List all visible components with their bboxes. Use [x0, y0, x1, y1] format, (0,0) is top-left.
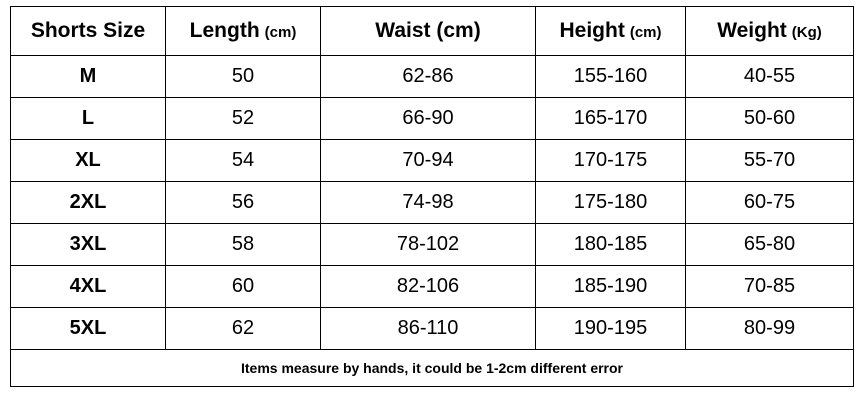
waist-cell: 74-98 [320, 181, 536, 224]
header-label: Shorts Size [30, 19, 146, 42]
length-cell: 52 [165, 97, 321, 140]
waist-cell: 78-102 [320, 223, 536, 266]
size-label-cell: 4XL [10, 265, 166, 308]
weight-cell: 65-80 [685, 223, 854, 266]
size-chart-table: Shorts Size Length (cm) Waist (cm) Height… [10, 6, 854, 387]
height-cell: 185-190 [535, 265, 686, 308]
table-row: 2XL 56 74-98 175-180 60-75 [10, 181, 854, 224]
length-cell: 62 [165, 307, 321, 350]
size-label-cell: 2XL [10, 181, 166, 224]
height-cell: 175-180 [535, 181, 686, 224]
weight-cell: 70-85 [685, 265, 854, 308]
header-height: Height (cm) [535, 6, 686, 56]
header-waist: Waist (cm) [320, 6, 536, 56]
size-label-cell: 3XL [10, 223, 166, 266]
measurement-disclaimer: Items measure by hands, it could be 1-2c… [10, 349, 854, 387]
header-weight: Weight (Kg) [685, 6, 854, 56]
waist-cell: 70-94 [320, 139, 536, 182]
waist-cell: 82-106 [320, 265, 536, 308]
length-cell: 58 [165, 223, 321, 266]
header-label: Waist (cm) [375, 19, 481, 42]
length-cell: 56 [165, 181, 321, 224]
length-cell: 60 [165, 265, 321, 308]
table-row: 3XL 58 78-102 180-185 65-80 [10, 223, 854, 266]
height-cell: 170-175 [535, 139, 686, 182]
header-unit: (cm) [629, 24, 662, 41]
waist-cell: 66-90 [320, 97, 536, 140]
table-row: XL 54 70-94 170-175 55-70 [10, 139, 854, 182]
table-row: 5XL 62 86-110 190-195 80-99 [10, 307, 854, 350]
size-label-cell: 5XL [10, 307, 166, 350]
table-row: L 52 66-90 165-170 50-60 [10, 97, 854, 140]
weight-cell: 40-55 [685, 55, 854, 98]
header-length: Length (cm) [165, 6, 321, 56]
header-label: Height [559, 19, 625, 42]
weight-cell: 50-60 [685, 97, 854, 140]
waist-cell: 62-86 [320, 55, 536, 98]
height-cell: 190-195 [535, 307, 686, 350]
table-row: M 50 62-86 155-160 40-55 [10, 55, 854, 98]
header-unit: (Kg) [791, 24, 822, 41]
size-label-cell: M [10, 55, 166, 98]
weight-cell: 60-75 [685, 181, 854, 224]
header-label: Length [189, 19, 260, 42]
weight-cell: 80-99 [685, 307, 854, 350]
header-row: Shorts Size Length (cm) Waist (cm) Height… [10, 6, 854, 56]
table-row: 4XL 60 82-106 185-190 70-85 [10, 265, 854, 308]
header-unit: (cm) [264, 24, 297, 41]
size-label-cell: L [10, 97, 166, 140]
header-label: Weight [717, 19, 787, 42]
footer-row: Items measure by hands, it could be 1-2c… [10, 349, 854, 387]
height-cell: 165-170 [535, 97, 686, 140]
length-cell: 50 [165, 55, 321, 98]
size-label-cell: XL [10, 139, 166, 182]
header-shorts-size: Shorts Size [10, 6, 166, 56]
height-cell: 180-185 [535, 223, 686, 266]
weight-cell: 55-70 [685, 139, 854, 182]
length-cell: 54 [165, 139, 321, 182]
height-cell: 155-160 [535, 55, 686, 98]
waist-cell: 86-110 [320, 307, 536, 350]
size-chart-container: Shorts Size Length (cm) Waist (cm) Height… [10, 6, 854, 387]
